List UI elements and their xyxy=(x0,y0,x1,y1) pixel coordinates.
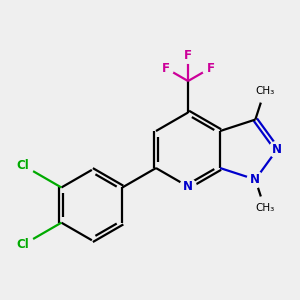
Circle shape xyxy=(253,79,277,103)
Text: CH₃: CH₃ xyxy=(255,86,274,96)
Text: F: F xyxy=(184,49,192,62)
Text: N: N xyxy=(272,143,282,156)
Circle shape xyxy=(12,154,34,176)
Text: Cl: Cl xyxy=(16,159,29,172)
Circle shape xyxy=(253,196,277,220)
Text: CH₃: CH₃ xyxy=(255,203,274,213)
Circle shape xyxy=(269,141,285,158)
Text: Cl: Cl xyxy=(16,238,29,251)
Text: F: F xyxy=(206,61,214,75)
Circle shape xyxy=(247,171,263,188)
Circle shape xyxy=(202,60,219,76)
Text: N: N xyxy=(250,173,260,186)
Circle shape xyxy=(180,178,196,195)
Text: F: F xyxy=(162,61,170,75)
Circle shape xyxy=(12,234,34,256)
Text: N: N xyxy=(183,180,193,193)
Circle shape xyxy=(158,60,174,76)
Circle shape xyxy=(180,47,196,63)
